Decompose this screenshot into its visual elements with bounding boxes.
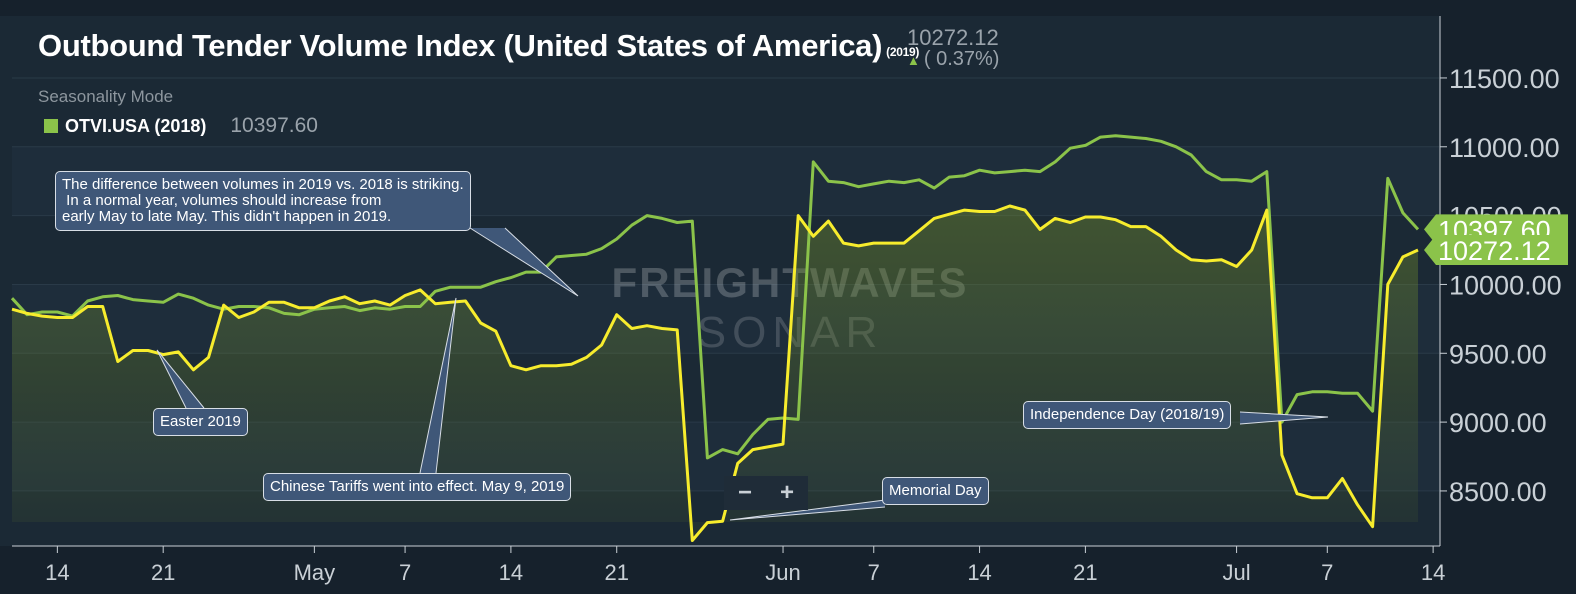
x-tick-label: May xyxy=(294,560,336,585)
title-year: (2019) xyxy=(886,45,920,59)
x-tick-label: 14 xyxy=(499,560,523,585)
y-tick-label: 11000.00 xyxy=(1449,133,1560,163)
series-2018-line xyxy=(10,134,1420,460)
zoom-out-button[interactable]: − xyxy=(737,479,752,506)
x-tick-label: Jun xyxy=(765,560,800,585)
x-tick-label: 14 xyxy=(45,560,69,585)
current-value: 10272.12 xyxy=(907,25,999,50)
y-tick-label: 9500.00 xyxy=(1449,339,1547,369)
annotation-difference: The difference between volumes in 2019 v… xyxy=(55,171,471,231)
x-tick-label: 21 xyxy=(604,560,628,585)
legend-swatch xyxy=(44,119,58,133)
last-value-label-2019: 10272.12 xyxy=(1424,235,1568,266)
chart-title: Outbound Tender Volume Index (United Sta… xyxy=(38,28,919,64)
legend-label: OTVI.USA (2018) xyxy=(65,115,207,136)
leader-independence-day xyxy=(1239,411,1329,425)
annotation-memorial-day: Memorial Day xyxy=(882,477,989,505)
callout-leaders xyxy=(156,227,1329,521)
x-tick-label: 7 xyxy=(1321,560,1333,585)
x-tick-label: Jul xyxy=(1223,560,1251,585)
last-value-label-2019-bg xyxy=(1424,235,1568,266)
leader-difference xyxy=(469,227,579,297)
x-tick-label: 7 xyxy=(868,560,880,585)
lines-layer xyxy=(10,134,1420,542)
series-2019-line xyxy=(11,204,1419,542)
y-tick-label: 8500.00 xyxy=(1449,477,1547,507)
seasonality-mode-label: Seasonality Mode xyxy=(38,87,174,106)
area-layer xyxy=(12,206,1418,541)
x-tick-label: 21 xyxy=(1073,560,1097,585)
series-2019-area xyxy=(12,206,1418,541)
y-tick-label: 11500.00 xyxy=(1449,64,1560,94)
last-value-label-2019-text: 10272.12 xyxy=(1438,236,1551,266)
y-tick-label: 9000.00 xyxy=(1449,408,1547,438)
x-tick-label: 14 xyxy=(1421,560,1445,585)
leader-tariffs xyxy=(419,297,457,474)
leader-easter xyxy=(156,349,205,409)
legend-value: 10397.60 xyxy=(230,114,318,137)
up-arrow-icon: ▲ xyxy=(907,53,920,68)
zoom-controls: − + xyxy=(724,476,808,510)
annotation-independence-day: Independence Day (2018/19) xyxy=(1023,401,1232,429)
change-readout: ▲( 0.37%) xyxy=(907,48,999,71)
x-axis-ticks: 14 21 May 7 14 21 Jun 7 14 21 Jul 7 14 xyxy=(45,546,1445,585)
y-axis-ticks: 8500.009000.009500.0010000.0010500.00110… xyxy=(1440,64,1562,507)
x-tick-label: 7 xyxy=(399,560,411,585)
x-tick-label: 21 xyxy=(151,560,175,585)
x-tick-label: 14 xyxy=(967,560,991,585)
zoom-in-button[interactable]: + xyxy=(779,479,794,506)
y-tick-label: 10000.00 xyxy=(1449,270,1562,300)
annotation-easter: Easter 2019 xyxy=(153,408,248,436)
change-percent: ( 0.37%) xyxy=(923,48,1000,70)
legend-item-2018[interactable]: OTVI.USA (2018) 10397.60 xyxy=(44,114,318,138)
leader-memorial-day xyxy=(729,499,886,521)
title-text: Outbound Tender Volume Index (United Sta… xyxy=(38,28,883,63)
annotation-tariffs: Chinese Tariffs went into effect. May 9,… xyxy=(263,473,572,501)
